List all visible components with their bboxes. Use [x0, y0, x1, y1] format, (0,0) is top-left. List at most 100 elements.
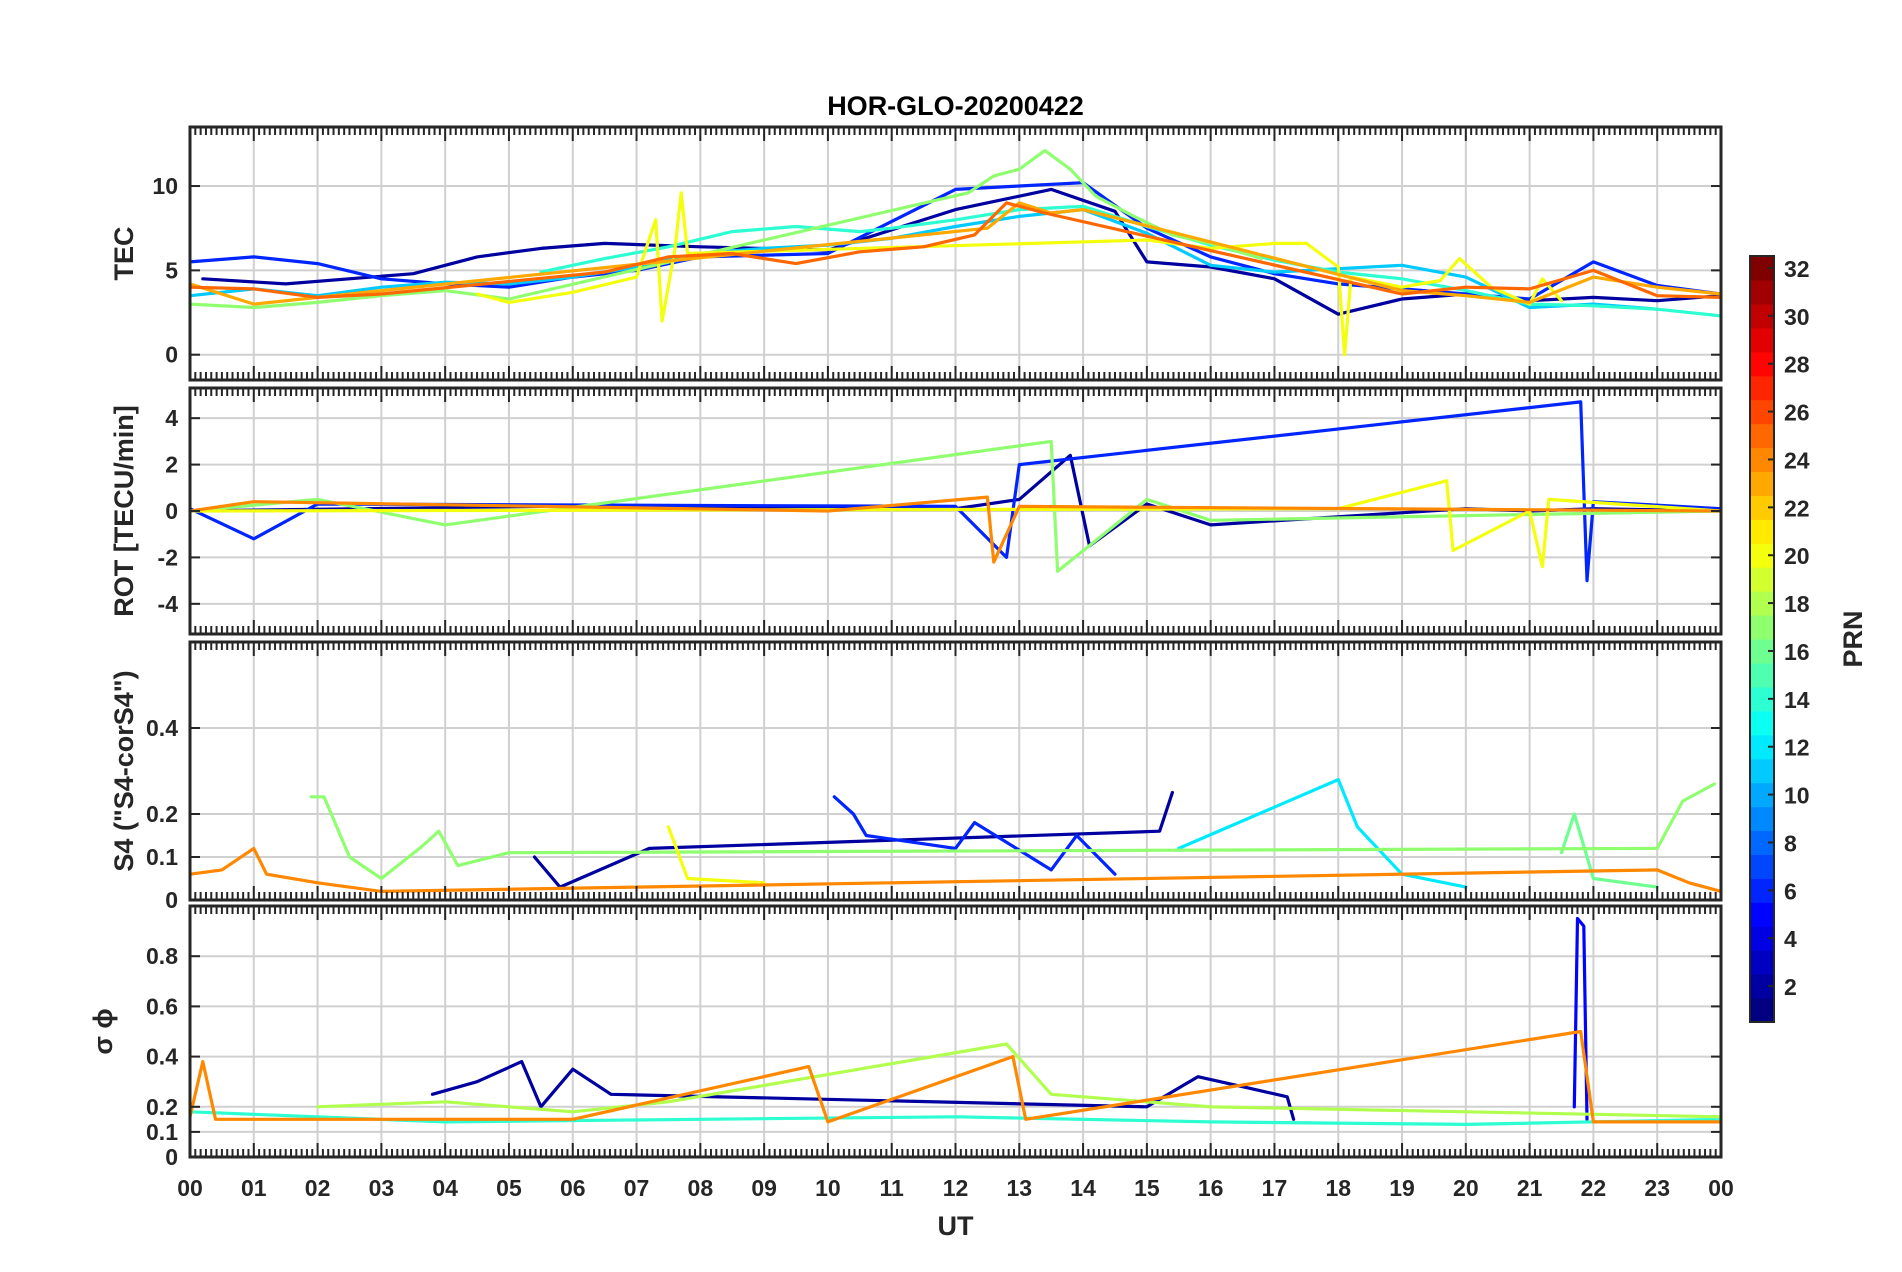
panels-group: 0 5 10 TEC -4 -2 0 2 4 ROT [TECU/min] 0 0.1 0.2 0.4 S4… — [88, 125, 1723, 1170]
x-tick-label: 12 — [943, 1175, 969, 1201]
y-axis-label-rot: ROT [TECU/min] — [109, 405, 139, 616]
x-tick-label: 04 — [432, 1175, 458, 1201]
x-tick-label: 21 — [1517, 1175, 1543, 1201]
panel-rot: -4 -2 0 2 4 ROT [TECU/min] — [109, 386, 1723, 636]
series-prn-5 — [1572, 916, 1589, 1121]
x-axis-tick-labels: 00 01 02 03 04 05 06 07 08 09 10 11 12 13 14 15 16 17 18 19… — [177, 1175, 1734, 1201]
y-tick-label: 10 — [152, 173, 178, 199]
colorbar-tick-label: 28 — [1784, 352, 1810, 378]
series-prn-20 — [666, 825, 766, 885]
colorbar-tick-label: 14 — [1784, 687, 1810, 713]
y-tick-label: 4 — [165, 405, 178, 431]
colorbar-swatch — [1750, 806, 1774, 832]
panel-tec-series — [190, 149, 1721, 357]
colorbar-tick-label: 6 — [1784, 878, 1797, 904]
x-tick-label: 22 — [1581, 1175, 1607, 1201]
series-prn-25 — [190, 201, 1721, 299]
x-tick-label: 03 — [369, 1175, 395, 1201]
y-axis-label-sigma_phi: σ ϕ — [88, 1008, 118, 1054]
colorbar-tick-label: 18 — [1784, 591, 1810, 617]
colorbar-swatch — [1750, 902, 1774, 927]
x-tick-label: 01 — [241, 1175, 267, 1201]
colorbar-swatch — [1750, 710, 1774, 736]
series-prn-24 — [190, 846, 1721, 893]
x-tick-label: 06 — [560, 1175, 586, 1201]
x-tick-label: 00 — [1708, 1175, 1734, 1201]
series-prn-24 — [190, 495, 1721, 564]
x-tick-label: 08 — [688, 1175, 714, 1201]
panel-tec: 0 5 10 TEC — [109, 125, 1723, 382]
colorbar-swatch — [1750, 615, 1774, 640]
colorbar-tick-label: 24 — [1784, 447, 1810, 473]
x-tick-label: 15 — [1134, 1175, 1160, 1201]
x-tick-label: 14 — [1070, 1175, 1096, 1201]
x-tick-label: 19 — [1389, 1175, 1415, 1201]
x-tick-label: 02 — [305, 1175, 331, 1201]
series-prn-11 — [190, 208, 1659, 311]
y-tick-label: 0.6 — [146, 993, 178, 1019]
series-prn-17 — [309, 782, 1717, 881]
y-tick-label: -2 — [158, 544, 178, 570]
y-tick-label: 5 — [165, 257, 178, 283]
y-tick-label: 0.4 — [146, 715, 178, 741]
colorbar-tick-label: 8 — [1784, 830, 1797, 856]
x-tick-label: 05 — [496, 1175, 522, 1201]
series-prn-16 — [1559, 812, 1659, 889]
x-tick-label: 00 — [177, 1175, 203, 1201]
x-axis-label: UT — [938, 1211, 974, 1241]
y-tick-label: 0 — [165, 887, 178, 913]
colorbar-tick-label: 4 — [1784, 926, 1797, 952]
colorbar-swatch — [1750, 471, 1774, 496]
colorbar-swatch — [1750, 279, 1774, 305]
y-tick-label: 2 — [165, 452, 178, 478]
y-tick-label: 0.4 — [146, 1044, 178, 1070]
colorbar-tick-label: 2 — [1784, 974, 1797, 1000]
colorbar-tick-label: 20 — [1784, 543, 1810, 569]
colorbar-swatch — [1750, 854, 1774, 879]
series-prn-2 — [532, 790, 1174, 889]
y-axis-label-tec: TEC — [109, 227, 139, 281]
y-tick-label: 0 — [165, 342, 178, 368]
x-tick-label: 10 — [815, 1175, 841, 1201]
colorbar-swatch — [1750, 375, 1774, 401]
x-tick-label: 07 — [624, 1175, 650, 1201]
y-tick-label: 0.8 — [146, 943, 178, 969]
y-tick-label: -4 — [158, 591, 179, 617]
series-prn-2 — [430, 1060, 1296, 1121]
x-tick-label: 13 — [1006, 1175, 1032, 1201]
panel-sigma_phi-series — [190, 916, 1721, 1126]
series-prn-12 — [1177, 778, 1468, 889]
colorbar-swatch — [1750, 950, 1774, 975]
x-tick-label: 11 — [880, 1175, 905, 1201]
colorbar-swatch — [1750, 662, 1774, 688]
colorbar-tick-label: 12 — [1784, 735, 1810, 761]
x-tick-label: 18 — [1325, 1175, 1351, 1201]
colorbar-swatch — [1750, 327, 1774, 353]
colorbar-swatch — [1750, 567, 1774, 592]
series-prn-20 — [475, 191, 1564, 357]
y-tick-label: 0 — [165, 498, 178, 524]
panel-sigma_phi: 00.10.2 0.4 0.6 0.8 σ ϕ — [88, 904, 1723, 1170]
x-tick-label: 17 — [1262, 1175, 1288, 1201]
series-prn-17 — [190, 149, 1264, 310]
y-tick-label: 0 — [165, 1144, 178, 1170]
colorbar-swatch — [1750, 758, 1774, 784]
y-tick-label: 0.2 — [146, 1094, 178, 1120]
colorbar-swatch — [1750, 423, 1774, 449]
colorbar-tick-label: 26 — [1784, 400, 1810, 426]
x-tick-label: 23 — [1644, 1175, 1670, 1201]
panel-s4: 0 0.1 0.2 0.4 S4 ("S4-corS4") — [109, 640, 1723, 913]
colorbar-tick-label: 10 — [1784, 783, 1810, 809]
colorbar-tick-label: 32 — [1784, 256, 1810, 282]
y-tick-label: 0.1 — [146, 844, 178, 870]
x-tick-label: 16 — [1198, 1175, 1224, 1201]
colorbar-tick-label: 30 — [1784, 304, 1810, 330]
colorbar-swatch — [1750, 519, 1774, 544]
y-axis-label-s4: S4 ("S4-corS4") — [109, 670, 139, 871]
x-tick-label: 20 — [1453, 1175, 1479, 1201]
series-prn-14 — [190, 1110, 1721, 1126]
colorbar-frame — [1749, 255, 1775, 1023]
colorbar-tick-label: 22 — [1784, 495, 1810, 521]
